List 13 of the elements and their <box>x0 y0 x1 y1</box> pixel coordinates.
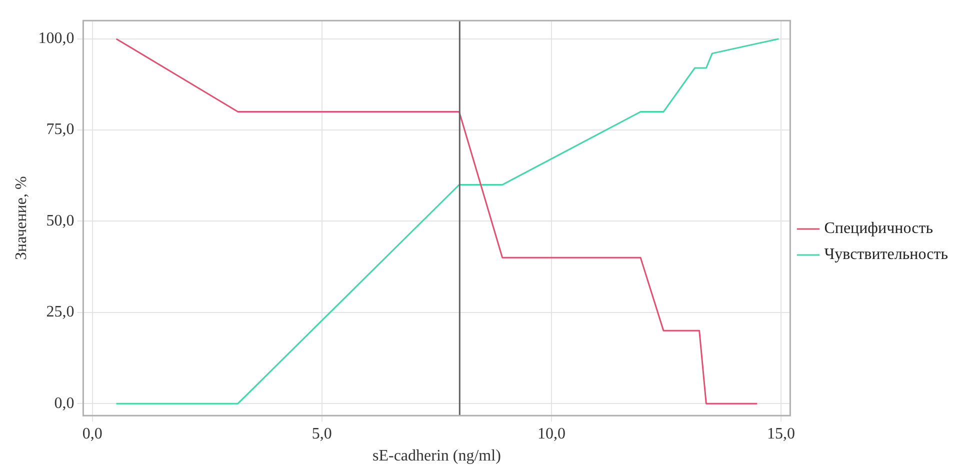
x-tick-label: 5,0 <box>312 425 332 442</box>
x-tick-label: 10,0 <box>537 425 566 442</box>
x-tick-label: 0,0 <box>82 425 102 442</box>
y-axis-title: Значение, % <box>12 176 30 260</box>
y-tick-label: 25,0 <box>46 304 74 321</box>
y-tick-label: 75,0 <box>46 121 74 138</box>
legend-label: Чувствительность <box>824 246 948 264</box>
x-axis-title: sE-cadherin (ng/ml) <box>372 448 501 465</box>
y-tick-label: 0,0 <box>54 394 74 412</box>
x-tick-label: 15,0 <box>767 425 796 442</box>
y-tick-label: 50,0 <box>46 212 74 230</box>
legend-label: Специфичность <box>824 220 933 238</box>
y-tick-label: 100,0 <box>38 30 74 48</box>
